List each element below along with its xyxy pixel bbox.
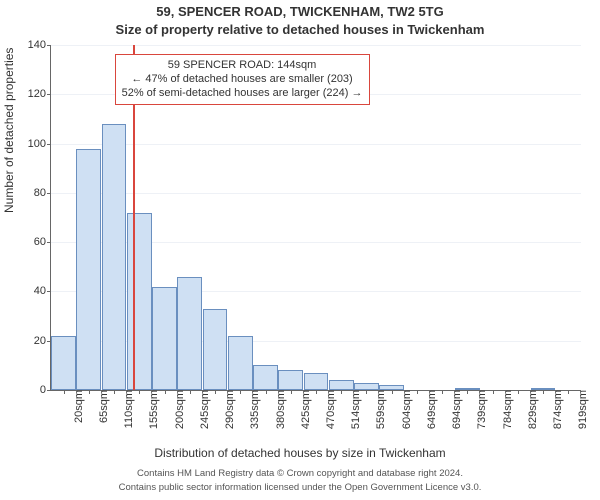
- x-tick-label: 425sqm: [296, 390, 312, 429]
- x-tick-label: 245sqm: [195, 390, 211, 429]
- x-tick-label: 739sqm: [472, 390, 488, 429]
- x-tick-label: 784sqm: [498, 390, 514, 429]
- histogram-bar: [329, 380, 354, 390]
- x-tick-mark: [442, 390, 443, 394]
- histogram-bar: [203, 309, 228, 390]
- y-tick-label: 120: [28, 88, 51, 100]
- footer-line1: Contains HM Land Registry data © Crown c…: [0, 468, 600, 479]
- x-tick-mark: [316, 390, 317, 394]
- x-tick-label: 200sqm: [170, 390, 186, 429]
- x-tick-mark: [139, 390, 140, 394]
- histogram-bar: [76, 149, 101, 391]
- x-tick-label: 604sqm: [397, 390, 413, 429]
- x-tick-mark: [89, 390, 90, 394]
- x-tick-mark: [543, 390, 544, 394]
- plot-area: 02040608010012014020sqm65sqm110sqm155sqm…: [50, 45, 581, 391]
- chart-title-line2: Size of property relative to detached ho…: [0, 22, 600, 37]
- x-tick-mark: [392, 390, 393, 394]
- y-axis-label: Number of detached properties: [2, 48, 16, 213]
- x-tick-mark: [493, 390, 494, 394]
- annotation-line: 52% of semi-detached houses are larger (…: [122, 86, 363, 100]
- histogram-bar: [278, 370, 303, 390]
- chart-container: 59, SPENCER ROAD, TWICKENHAM, TW2 5TG Si…: [0, 0, 600, 500]
- x-tick-label: 470sqm: [321, 390, 337, 429]
- x-tick-mark: [64, 390, 65, 394]
- x-tick-label: 694sqm: [447, 390, 463, 429]
- histogram-bar: [354, 383, 379, 390]
- x-tick-mark: [341, 390, 342, 394]
- y-tick-label: 80: [34, 187, 51, 199]
- x-tick-label: 380sqm: [271, 390, 287, 429]
- x-tick-mark: [366, 390, 367, 394]
- x-tick-mark: [266, 390, 267, 394]
- histogram-bar: [127, 213, 152, 390]
- annotation-box: 59 SPENCER ROAD: 144sqm← 47% of detached…: [115, 54, 370, 105]
- y-tick-label: 140: [28, 39, 51, 51]
- x-tick-mark: [240, 390, 241, 394]
- gridline: [51, 144, 581, 145]
- x-tick-label: 290sqm: [220, 390, 236, 429]
- x-tick-mark: [568, 390, 569, 394]
- y-tick-label: 20: [34, 335, 51, 347]
- x-tick-label: 559sqm: [371, 390, 387, 429]
- chart-title-line1: 59, SPENCER ROAD, TWICKENHAM, TW2 5TG: [0, 4, 600, 19]
- x-tick-mark: [518, 390, 519, 394]
- x-tick-mark: [291, 390, 292, 394]
- footer-line2: Contains public sector information licen…: [0, 482, 600, 493]
- histogram-bar: [253, 365, 278, 390]
- x-tick-mark: [114, 390, 115, 394]
- histogram-bar: [152, 287, 177, 391]
- x-tick-label: 649sqm: [422, 390, 438, 429]
- annotation-line: 59 SPENCER ROAD: 144sqm: [122, 58, 363, 72]
- y-tick-label: 60: [34, 236, 51, 248]
- histogram-bar: [228, 336, 253, 390]
- histogram-bar: [304, 373, 329, 390]
- x-tick-label: 874sqm: [548, 390, 564, 429]
- x-tick-label: 20sqm: [69, 390, 85, 423]
- x-tick-mark: [215, 390, 216, 394]
- histogram-bar: [51, 336, 76, 390]
- histogram-bar: [102, 124, 127, 390]
- x-tick-label: 919sqm: [573, 390, 589, 429]
- annotation-line: ← 47% of detached houses are smaller (20…: [122, 72, 363, 86]
- x-axis-label: Distribution of detached houses by size …: [0, 446, 600, 460]
- x-tick-label: 155sqm: [144, 390, 160, 429]
- x-tick-mark: [467, 390, 468, 394]
- histogram-bar: [177, 277, 202, 390]
- y-tick-label: 0: [40, 384, 51, 396]
- x-tick-mark: [190, 390, 191, 394]
- x-tick-mark: [417, 390, 418, 394]
- x-tick-label: 514sqm: [346, 390, 362, 429]
- gridline: [51, 193, 581, 194]
- x-tick-mark: [165, 390, 166, 394]
- x-tick-label: 65sqm: [94, 390, 110, 423]
- y-tick-label: 40: [34, 285, 51, 297]
- y-tick-label: 100: [28, 138, 51, 150]
- x-tick-label: 335sqm: [245, 390, 261, 429]
- x-tick-label: 110sqm: [119, 390, 135, 428]
- x-tick-label: 829sqm: [523, 390, 539, 429]
- gridline: [51, 45, 581, 46]
